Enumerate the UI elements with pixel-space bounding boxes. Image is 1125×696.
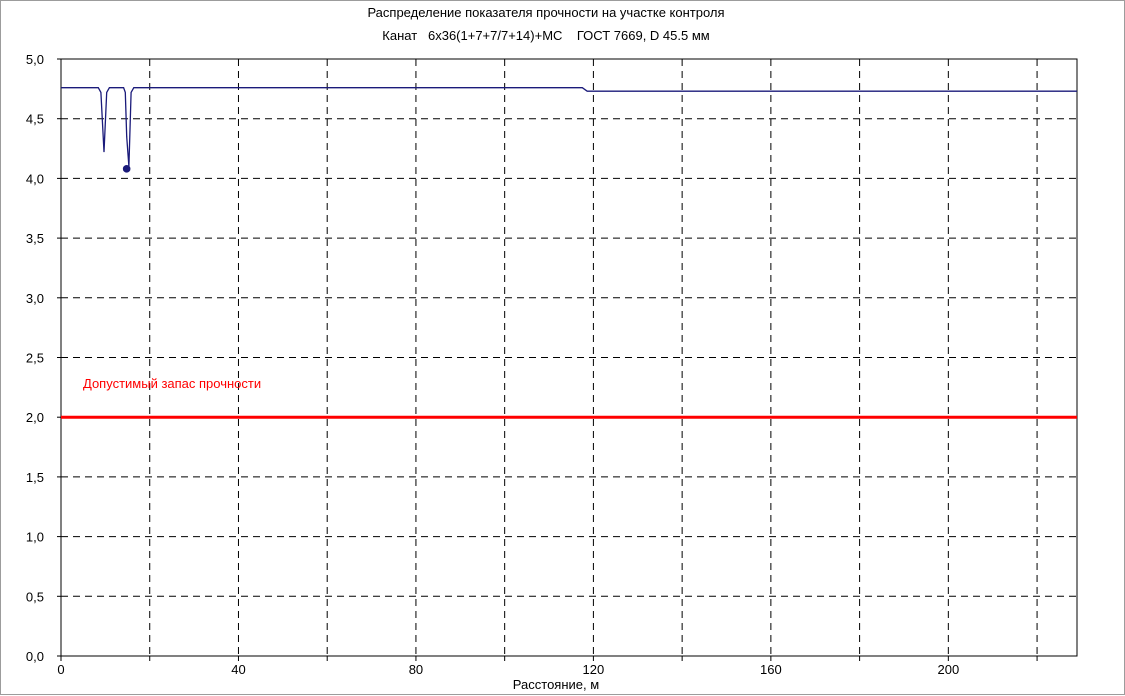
y-tick-label: 1,0 — [26, 530, 44, 545]
x-tick-label: 80 — [409, 662, 423, 677]
y-tick-label: 2,5 — [26, 351, 44, 366]
y-tick-label: 0,0 — [26, 649, 44, 664]
y-tick-label: 5,0 — [26, 52, 44, 67]
x-tick-label: 40 — [231, 662, 245, 677]
x-axis-title: Расстояние, м — [513, 677, 599, 692]
minimum-point-marker — [122, 165, 131, 173]
x-tick-label: 0 — [57, 662, 64, 677]
chart-title: Распределение показателя прочности на уч… — [367, 5, 725, 20]
x-tick-label: 200 — [937, 662, 959, 677]
y-tick-label: 1,5 — [26, 470, 44, 485]
y-tick-label: 3,5 — [26, 231, 44, 246]
x-tick-label: 160 — [760, 662, 782, 677]
y-tick-label: 0,5 — [26, 589, 44, 604]
series-line — [61, 87, 1077, 167]
y-tick-label: 4,5 — [26, 112, 44, 127]
threshold-label: Допустимый запас прочности — [83, 376, 261, 391]
y-tick-label: 3,0 — [26, 291, 44, 306]
chart-subtitle: Канат 6x36(1+7+7/7+14)+МС ГОСТ 7669, D 4… — [382, 28, 710, 43]
x-tick-label: 120 — [583, 662, 605, 677]
y-tick-label: 4,0 — [26, 171, 44, 186]
y-tick-label: 2,0 — [26, 410, 44, 425]
